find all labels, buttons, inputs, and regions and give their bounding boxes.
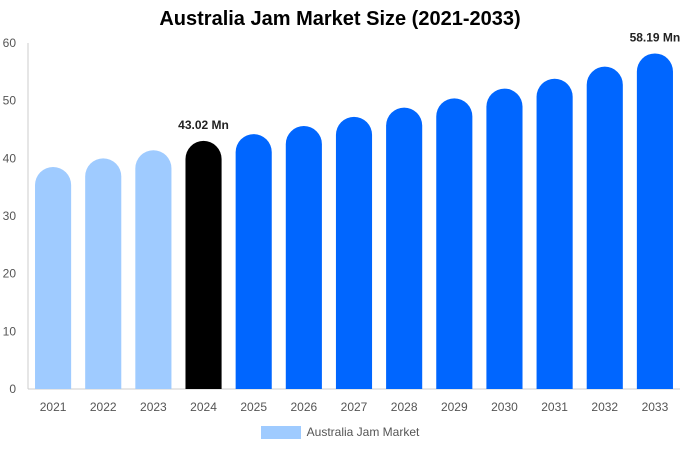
legend: Australia Jam Market [0,425,680,439]
x-tick-label: 2026 [290,400,317,414]
x-tick-label: 2028 [391,400,418,414]
bar-2022 [85,158,122,389]
bar-2033 [636,53,673,390]
bar-2031 [536,78,573,389]
legend-label: Australia Jam Market [306,425,420,439]
bar-2028 [386,107,423,389]
bar-2030 [486,88,523,389]
x-tick-label: 2023 [140,400,167,414]
y-tick-label: 20 [3,267,17,281]
x-tick-label: 2030 [491,400,518,414]
x-tick-label: 2021 [40,400,67,414]
x-tick-label: 2022 [90,400,117,414]
x-tick-label: 2033 [642,400,669,414]
bar-2023 [135,150,172,389]
y-tick-label: 60 [3,36,17,50]
bar-2027 [335,116,373,389]
legend-swatch [260,425,301,439]
data-label-2024: 43.02 Mn [178,118,229,132]
bar-2029 [436,98,473,390]
x-tick-label: 2024 [190,400,217,414]
chart-title: Australia Jam Market Size (2021-2033) [159,8,521,30]
x-tick-label: 2032 [591,400,618,414]
x-tick-label: 2027 [341,400,368,414]
bar-2025 [235,134,272,389]
x-tick-label: 2025 [240,400,267,414]
bar-2026 [285,126,322,390]
y-tick-label: 50 [3,94,17,108]
y-tick-label: 0 [9,382,16,396]
y-tick-label: 30 [3,209,17,223]
bar-2024 [185,140,222,389]
bar-2032 [586,66,623,390]
y-tick-label: 40 [3,151,17,165]
y-tick-label: 10 [3,324,17,338]
data-label-2033: 58.19 Mn [630,30,680,44]
x-tick-label: 2029 [441,400,468,414]
x-tick-label: 2031 [541,400,568,414]
bar-2021 [35,166,72,389]
